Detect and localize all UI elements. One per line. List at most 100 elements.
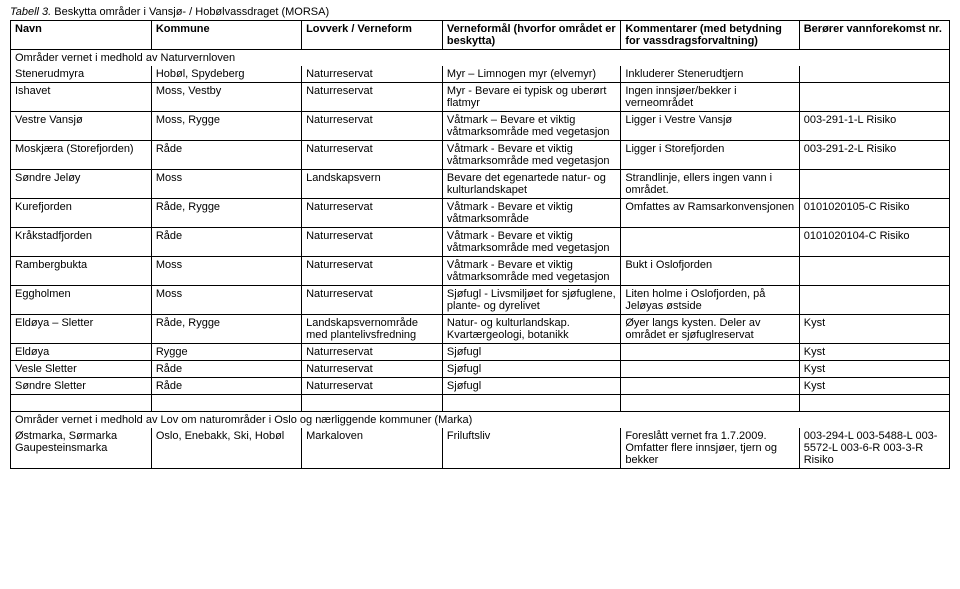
- cell-formal: Myr – Limnogen myr (elvemyr): [442, 66, 620, 83]
- table-row: Vesle SletterRådeNaturreservatSjøfuglKys…: [11, 361, 950, 378]
- cell-kommentar: [621, 378, 799, 395]
- cell-kommentar: Ligger i Storefjorden: [621, 141, 799, 170]
- col-navn: Navn: [11, 21, 152, 50]
- table-row: Søndre SletterRådeNaturreservatSjøfugl Ky…: [11, 378, 950, 395]
- cell-beror: Kyst: [799, 344, 949, 361]
- spacer-cell: [151, 395, 301, 412]
- cell-beror: [799, 170, 949, 199]
- cell-navn: Søndre Jeløy: [11, 170, 152, 199]
- cell-beror: 0101020104-C Risiko: [799, 228, 949, 257]
- cell-navn: Vestre Vansjø: [11, 112, 152, 141]
- cell-formal: Friluftsliv: [442, 428, 620, 469]
- cell-navn: Kurefjorden: [11, 199, 152, 228]
- cell-lovverk: Landskapsvernområde med plantelivsfredni…: [302, 315, 443, 344]
- cell-beror: [799, 286, 949, 315]
- cell-navn: Moskjæra (Storefjorden): [11, 141, 152, 170]
- cell-beror: Kyst: [799, 378, 949, 395]
- table-row: Østmarka, Sørmarka GaupesteinsmarkaOslo,…: [11, 428, 950, 469]
- caption-label: Tabell 3.: [10, 6, 51, 18]
- col-kommune: Kommune: [151, 21, 301, 50]
- caption-text: Beskytta områder i Vansjø- / Hobølvassdr…: [54, 6, 329, 18]
- cell-formal: Sjøfugl - Livsmiljøet for sjøfuglene, pl…: [442, 286, 620, 315]
- cell-formal: Myr - Bevare ei typisk og uberørt flatmy…: [442, 83, 620, 112]
- table-row: Vestre VansjøMoss, RyggeNaturreservatVåt…: [11, 112, 950, 141]
- cell-kommune: Rygge: [151, 344, 301, 361]
- cell-formal: Sjøfugl: [442, 361, 620, 378]
- table-row: IshavetMoss, VestbyNaturreservatMyr - Be…: [11, 83, 950, 112]
- cell-kommune: Råde: [151, 228, 301, 257]
- cell-lovverk: Markaloven: [302, 428, 443, 469]
- cell-formal: Våtmark - Bevare et viktig våtmarksområd…: [442, 228, 620, 257]
- cell-lovverk: Naturreservat: [302, 344, 443, 361]
- cell-navn: Østmarka, Sørmarka Gaupesteinsmarka: [11, 428, 152, 469]
- cell-navn: Ishavet: [11, 83, 152, 112]
- header-row: NavnKommuneLovverk / VerneformVerneformå…: [11, 21, 950, 50]
- cell-kommune: Moss, Rygge: [151, 112, 301, 141]
- cell-kommentar: Foreslått vernet fra 1.7.2009. Omfatter …: [621, 428, 799, 469]
- section-title: Områder vernet i medhold av Naturvernlov…: [11, 50, 950, 67]
- cell-lovverk: Naturreservat: [302, 378, 443, 395]
- table-caption: Tabell 3. Beskytta områder i Vansjø- / H…: [10, 6, 950, 18]
- cell-kommentar: [621, 361, 799, 378]
- cell-kommentar: [621, 344, 799, 361]
- spacer-cell: [442, 395, 620, 412]
- cell-formal: Bevare det egenartede natur- og kulturla…: [442, 170, 620, 199]
- cell-kommentar: Inkluderer Stenerudtjern: [621, 66, 799, 83]
- cell-navn: Kråkstadfjorden: [11, 228, 152, 257]
- spacer-cell: [302, 395, 443, 412]
- table-row: Eldøya – SletterRåde, RyggeLandskapsvern…: [11, 315, 950, 344]
- spacer-cell: [11, 395, 152, 412]
- cell-lovverk: Naturreservat: [302, 112, 443, 141]
- col-lovverk: Lovverk / Verneform: [302, 21, 443, 50]
- cell-kommune: Moss: [151, 257, 301, 286]
- table-row: EldøyaRyggeNaturreservatSjøfuglKyst: [11, 344, 950, 361]
- cell-kommune: Hobøl, Spydeberg: [151, 66, 301, 83]
- spacer-cell: [621, 395, 799, 412]
- cell-beror: [799, 83, 949, 112]
- col-formal: Verneformål (hvorfor området er beskytta…: [442, 21, 620, 50]
- cell-navn: Eldøya – Sletter: [11, 315, 152, 344]
- cell-kommentar: Strandlinje, ellers ingen vann i området…: [621, 170, 799, 199]
- cell-kommune: Råde, Rygge: [151, 315, 301, 344]
- cell-lovverk: Naturreservat: [302, 228, 443, 257]
- cell-navn: Eggholmen: [11, 286, 152, 315]
- cell-beror: 003-291-1-L Risiko: [799, 112, 949, 141]
- cell-formal: Våtmark - Bevare et viktig våtmarksområd…: [442, 257, 620, 286]
- table-row: Moskjæra (Storefjorden)RådeNaturreservat…: [11, 141, 950, 170]
- cell-formal: Sjøfugl: [442, 378, 620, 395]
- cell-navn: Eldøya: [11, 344, 152, 361]
- cell-formal: Våtmark - Bevare et viktig våtmarksområd…: [442, 199, 620, 228]
- cell-kommune: Oslo, Enebakk, Ski, Hobøl: [151, 428, 301, 469]
- cell-navn: Søndre Sletter: [11, 378, 152, 395]
- cell-kommune: Moss, Vestby: [151, 83, 301, 112]
- cell-kommune: Råde: [151, 378, 301, 395]
- cell-navn: Stenerudmyra: [11, 66, 152, 83]
- col-beror: Berører vannforekomst nr.: [799, 21, 949, 50]
- cell-formal: Natur- og kulturlandskap. Kvartærgeologi…: [442, 315, 620, 344]
- spacer-cell: [799, 395, 949, 412]
- cell-lovverk: Naturreservat: [302, 83, 443, 112]
- cell-kommune: Moss: [151, 286, 301, 315]
- spacer-row: [11, 395, 950, 412]
- cell-kommentar: Liten holme i Oslofjorden, på Jeløyas øs…: [621, 286, 799, 315]
- cell-beror: 0101020105-C Risiko: [799, 199, 949, 228]
- cell-kommentar: Ingen innsjøer/bekker i verneområdet: [621, 83, 799, 112]
- cell-formal: Våtmark – Bevare et viktig våtmarksområd…: [442, 112, 620, 141]
- cell-kommune: Råde: [151, 141, 301, 170]
- cell-beror: 003-291-2-L Risiko: [799, 141, 949, 170]
- cell-kommentar: Omfattes av Ramsarkonvensjonen: [621, 199, 799, 228]
- table-row: EggholmenMossNaturreservatSjøfugl - Livs…: [11, 286, 950, 315]
- cell-navn: Vesle Sletter: [11, 361, 152, 378]
- cell-kommentar: Øyer langs kysten. Deler av området er s…: [621, 315, 799, 344]
- cell-kommune: Råde: [151, 361, 301, 378]
- col-kommentar: Kommentarer (med betydning for vassdrags…: [621, 21, 799, 50]
- cell-kommune: Moss: [151, 170, 301, 199]
- table-row: KurefjordenRåde, RyggeNaturreservatVåtma…: [11, 199, 950, 228]
- cell-kommentar: Bukt i Oslofjorden: [621, 257, 799, 286]
- cell-beror: Kyst: [799, 315, 949, 344]
- cell-kommune: Råde, Rygge: [151, 199, 301, 228]
- cell-lovverk: Naturreservat: [302, 361, 443, 378]
- cell-formal: Våtmark - Bevare et viktig våtmarksområd…: [442, 141, 620, 170]
- section-row: Områder vernet i medhold av Lov om natur…: [11, 412, 950, 429]
- cell-navn: Rambergbukta: [11, 257, 152, 286]
